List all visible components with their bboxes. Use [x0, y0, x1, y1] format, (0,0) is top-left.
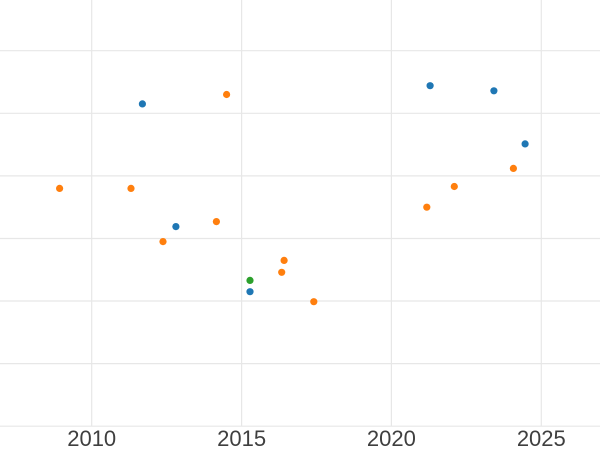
data-point-orange-series	[509, 164, 517, 172]
data-point-orange-series	[212, 218, 220, 226]
data-point-blue-series	[172, 223, 180, 231]
x-tick-label: 2015	[217, 426, 266, 450]
grid-layer	[0, 0, 600, 427]
data-point-blue-series	[521, 140, 529, 148]
data-point-orange-series	[223, 90, 231, 99]
data-point-blue-series	[246, 288, 254, 296]
data-point-orange-series	[423, 203, 431, 211]
data-point-orange-series	[450, 182, 458, 191]
data-point-orange-series	[56, 184, 64, 192]
data-point-blue-series	[426, 82, 434, 90]
x-tick-label: 2020	[367, 426, 416, 450]
data-point-blue-series	[490, 87, 498, 95]
x-tick-label: 2010	[67, 426, 116, 450]
data-points-layer	[56, 82, 529, 306]
data-point-orange-series	[127, 184, 135, 192]
data-point-orange-series	[310, 298, 318, 306]
data-point-orange-series	[278, 268, 286, 276]
data-point-orange-series	[159, 238, 167, 246]
x-axis-tick-labels: 2010 2015 2020 2025	[67, 426, 566, 450]
data-point-orange-series	[280, 256, 288, 264]
x-tick-label: 2025	[517, 426, 566, 450]
data-point-green-series	[246, 276, 254, 284]
data-point-blue-series	[138, 100, 146, 108]
